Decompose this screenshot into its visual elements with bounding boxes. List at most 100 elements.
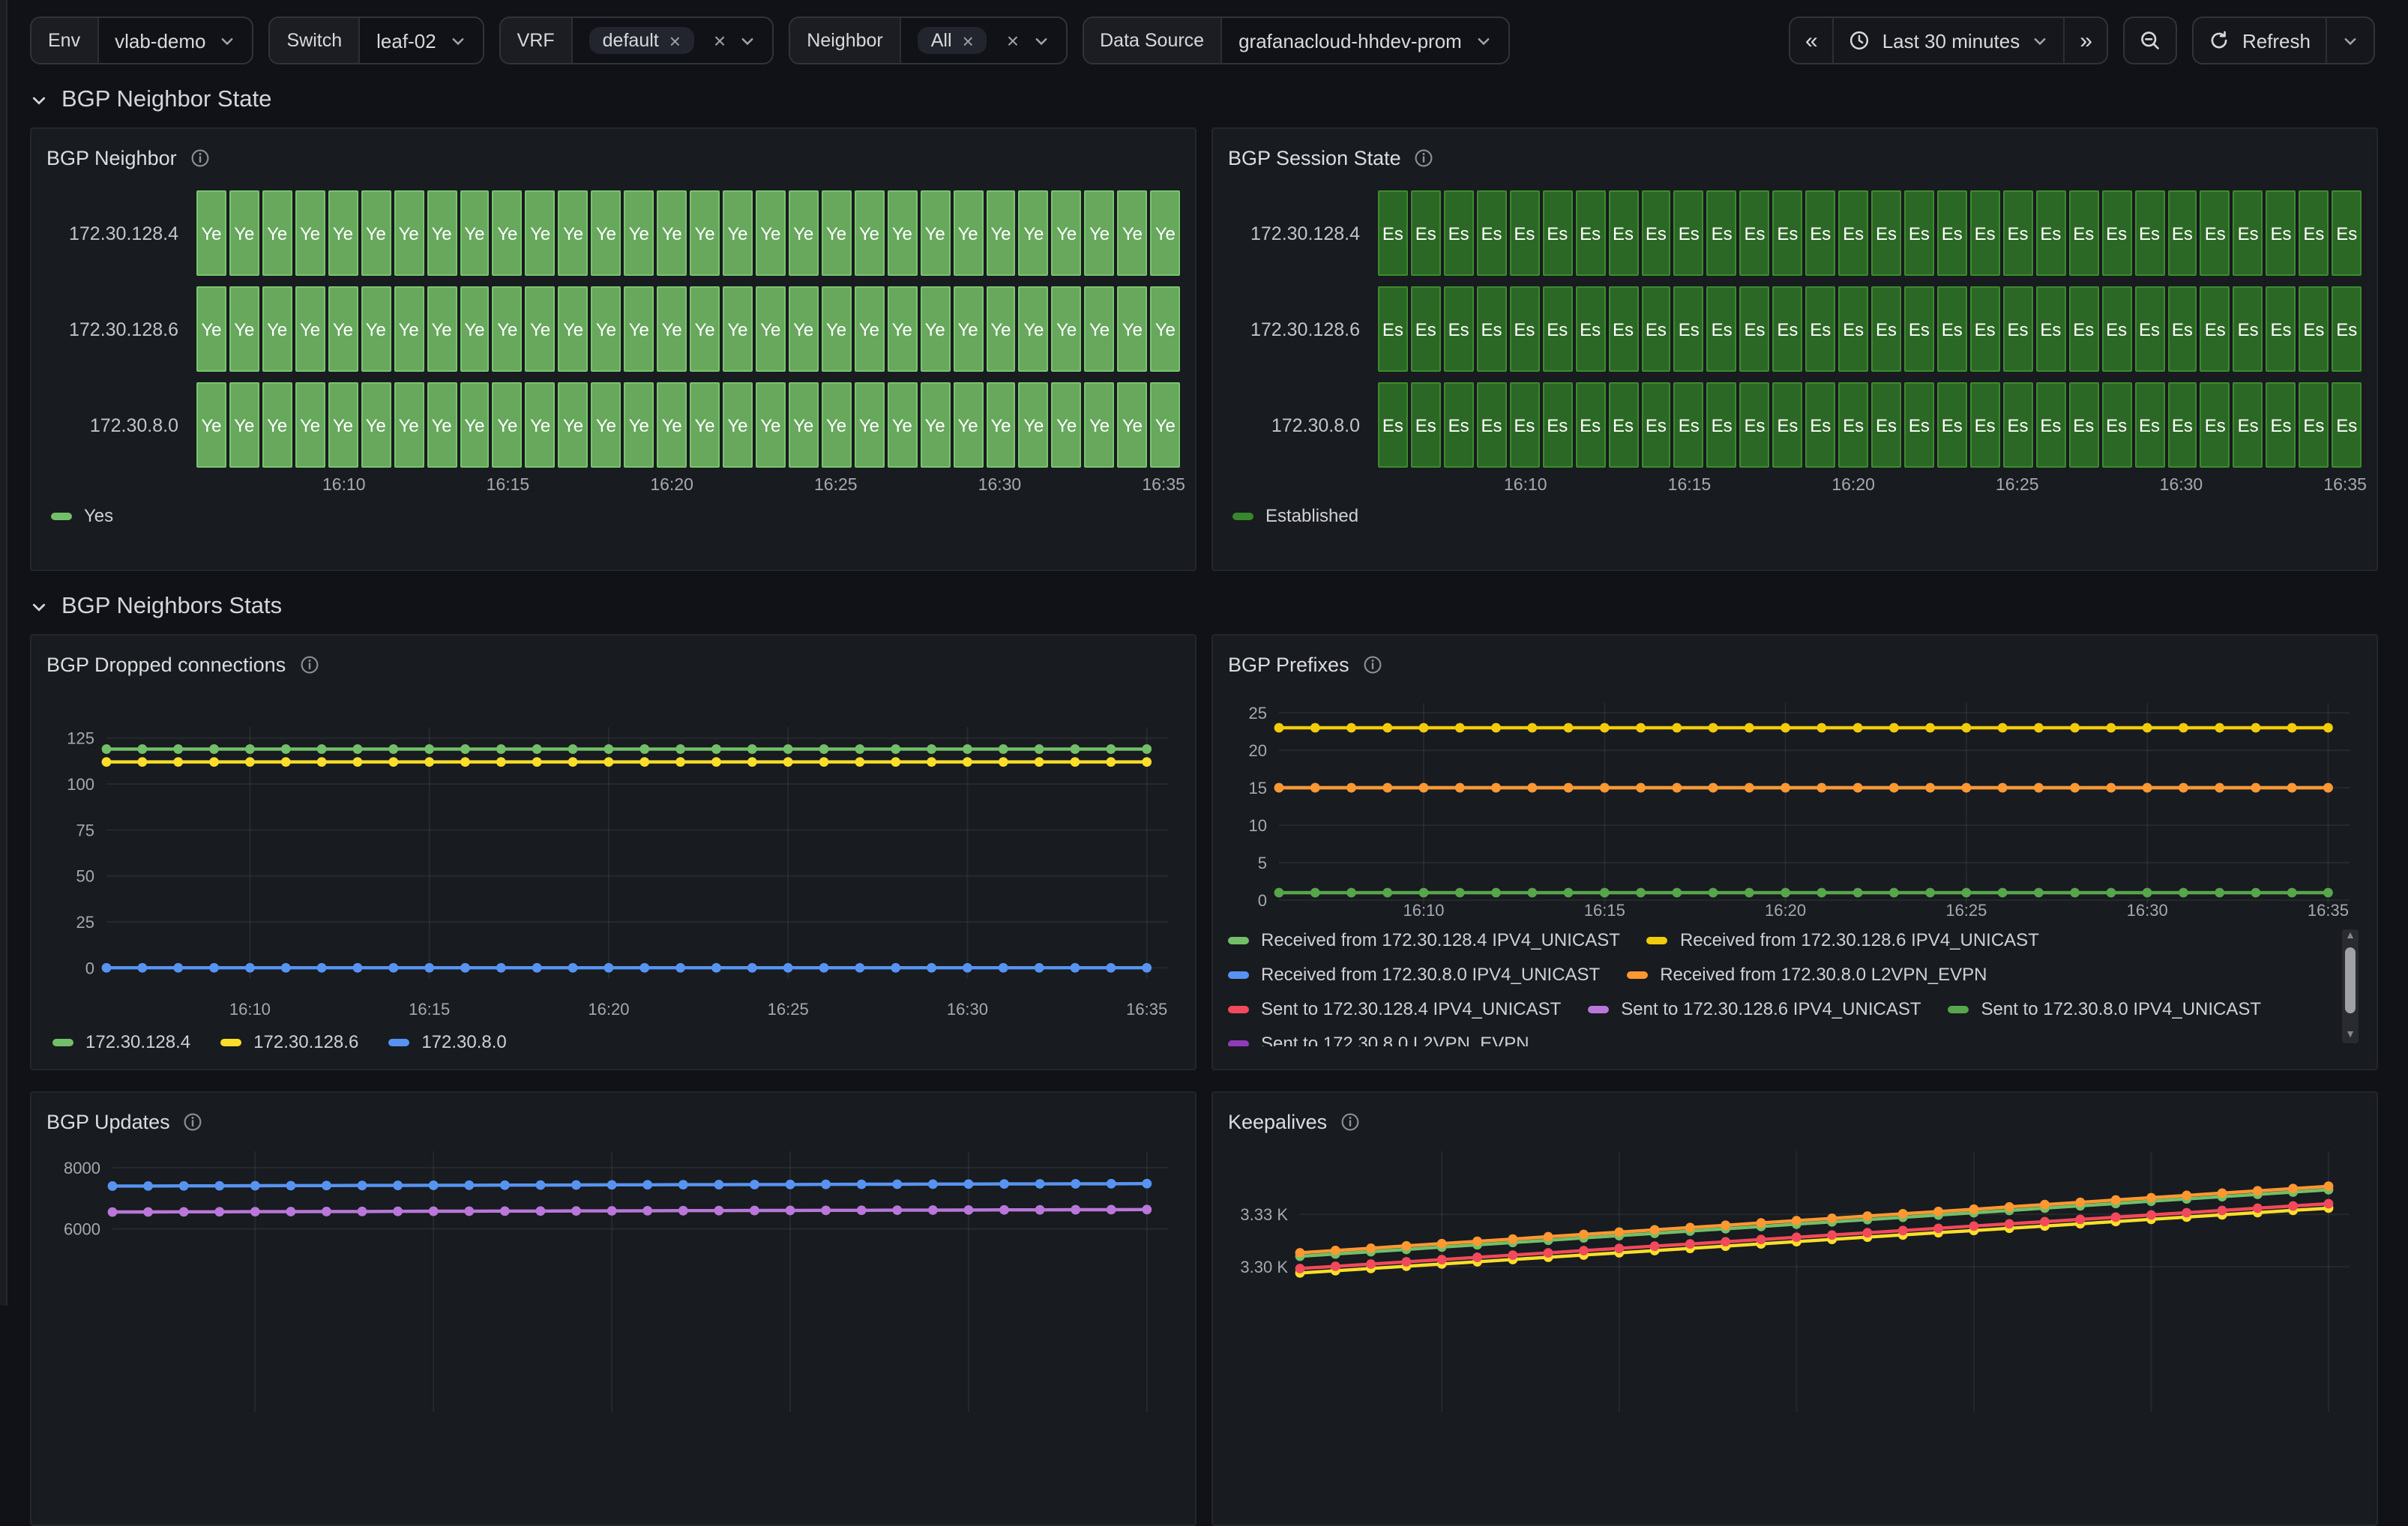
svg-text:10: 10	[1249, 816, 1267, 835]
time-zoom-out-button[interactable]	[2125, 18, 2176, 63]
state-cell: Ye	[493, 190, 523, 276]
state-cell: Ye	[460, 382, 490, 468]
panel-title[interactable]: BGP Neighbor	[46, 146, 177, 169]
state-cell: Es	[2299, 286, 2329, 372]
svg-text:16:20: 16:20	[1765, 901, 1806, 920]
timeline-cells: EsEsEsEsEsEsEsEsEsEsEsEsEsEsEsEsEsEsEsEs…	[1378, 382, 2362, 468]
remove-option-icon[interactable]: ×	[963, 31, 974, 50]
state-cell: Ye	[657, 190, 687, 276]
timeline-row: 172.30.8.0YeYeYeYeYeYeYeYeYeYeYeYeYeYeYe…	[46, 382, 1180, 468]
panel-header: BGP Updates	[46, 1103, 1180, 1139]
panel-title[interactable]: BGP Updates	[46, 1110, 170, 1133]
chart-svg: 80006000	[46, 1142, 1180, 1412]
timeline-row: 172.30.8.0EsEsEsEsEsEsEsEsEsEsEsEsEsEsEs…	[1228, 382, 2362, 468]
scroll-down-arrow[interactable]: ▼	[2342, 1030, 2359, 1042]
template-variables: Envvlab-demoSwitchleaf-02VRFdefault××Nei…	[30, 16, 1510, 64]
state-cell: Es	[1838, 286, 1868, 372]
state-cell: Es	[1542, 190, 1572, 276]
variable-label: Data Source	[1083, 18, 1222, 63]
section-bgp-neighbors-stats[interactable]: BGP Neighbors Stats	[30, 594, 2378, 621]
state-cell: Es	[1510, 382, 1540, 468]
refresh-button[interactable]: Refresh	[2194, 18, 2326, 63]
state-cell: Ye	[559, 286, 589, 372]
legend-item[interactable]: Sent to 172.30.128.4 IPV4_UNICAST	[1228, 998, 1561, 1019]
time-shift-back-button[interactable]: «	[1790, 18, 1833, 63]
state-cell: Ye	[723, 382, 753, 468]
legend-item[interactable]: Received from 172.30.8.0 IPV4_UNICAST	[1228, 964, 1600, 985]
remove-option-icon[interactable]: ×	[669, 31, 681, 50]
state-cell: Ye	[196, 286, 226, 372]
state-cell: Ye	[526, 190, 556, 276]
svg-text:25: 25	[1249, 704, 1267, 723]
state-cell: Ye	[624, 382, 654, 468]
svg-text:16:20: 16:20	[588, 1000, 629, 1019]
x-axis-tick: 16:20	[1831, 477, 1875, 495]
x-axis-tick: 16:25	[1996, 477, 2039, 495]
refresh-interval-dropdown[interactable]	[2326, 18, 2374, 63]
state-cell: Es	[1805, 190, 1835, 276]
section-bgp-neighbor-state[interactable]: BGP Neighbor State	[30, 87, 2378, 114]
legend-item[interactable]: Received from 172.30.8.0 L2VPN_EVPN	[1627, 964, 1987, 985]
time-range-button[interactable]: Last 30 minutes	[1833, 18, 2064, 63]
legend-item[interactable]: Sent to 172.30.8.0 L2VPN_EVPN	[1228, 1033, 1529, 1046]
info-icon[interactable]	[184, 1112, 203, 1131]
info-icon[interactable]	[190, 148, 210, 167]
state-cell: Ye	[986, 190, 1016, 276]
info-icon[interactable]	[299, 654, 319, 674]
time-range-label: Last 30 minutes	[1882, 29, 2020, 52]
panel-title[interactable]: Keepalives	[1228, 1110, 1327, 1133]
info-icon[interactable]	[1340, 1112, 1360, 1131]
time-shift-forward-button[interactable]: »	[2063, 18, 2107, 63]
scroll-up-arrow[interactable]: ▲	[2342, 931, 2359, 943]
variable-value-switch[interactable]: leaf-02	[360, 18, 483, 63]
state-cell: Ye	[493, 382, 523, 468]
legend: Established	[1228, 505, 2362, 526]
panel-title[interactable]: BGP Prefixes	[1228, 653, 1349, 675]
state-cell: Es	[1641, 190, 1671, 276]
legend-item[interactable]: Yes	[51, 505, 113, 526]
legend-item[interactable]: Received from 172.30.128.4 IPV4_UNICAST	[1228, 929, 1620, 950]
state-cell: Es	[2134, 382, 2164, 468]
state-cell: Es	[1510, 286, 1540, 372]
panel-bgp-dropped-connections: BGP Dropped connections 025507510012516:…	[30, 634, 1197, 1070]
magnifier-minus-icon	[2140, 30, 2161, 51]
state-cell: Es	[1477, 190, 1507, 276]
chevron-down-icon	[30, 91, 48, 109]
panel-row-3: BGP Updates 80006000 Keepalives 3.33 K3.…	[30, 1091, 2378, 1526]
state-cell: Es	[1411, 382, 1441, 468]
state-cell: Es	[1510, 190, 1540, 276]
legend-item[interactable]: 172.30.128.4	[52, 1031, 190, 1052]
panel-title[interactable]: BGP Dropped connections	[46, 653, 286, 675]
chart-svg: 3.33 K3.30 K	[1228, 1142, 2362, 1412]
legend-scrollbar[interactable]: ▲▼	[2342, 929, 2359, 1043]
state-cell: Ye	[394, 382, 424, 468]
panel-title[interactable]: BGP Session State	[1228, 146, 1401, 169]
state-cell: Ye	[592, 382, 621, 468]
chevron-down-icon	[1475, 32, 1492, 49]
variable-value-neighbor[interactable]: All××	[901, 18, 1065, 63]
legend-item[interactable]: 172.30.8.0	[388, 1031, 506, 1052]
clear-selection-icon[interactable]: ×	[1007, 30, 1019, 51]
svg-text:5: 5	[1258, 854, 1267, 872]
state-cell: Es	[2036, 382, 2066, 468]
clear-selection-icon[interactable]: ×	[714, 30, 726, 51]
variable-value-env[interactable]: vlab-demo	[98, 18, 252, 63]
legend-item[interactable]: Sent to 172.30.128.6 IPV4_UNICAST	[1588, 998, 1921, 1019]
state-cell: Ye	[328, 190, 358, 276]
legend-item[interactable]: 172.30.128.6	[220, 1031, 358, 1052]
state-cell: Ye	[1052, 286, 1082, 372]
info-icon[interactable]	[1363, 654, 1382, 674]
variable-value-data-source[interactable]: grafanacloud-hhdev-prom	[1222, 18, 1508, 63]
scrollbar-thumb[interactable]	[2345, 947, 2356, 1013]
legend-item[interactable]: Established	[1232, 505, 1358, 526]
state-cell: Es	[1378, 286, 1408, 372]
legend-item[interactable]: Received from 172.30.128.6 IPV4_UNICAST	[1647, 929, 2039, 950]
state-cell: Es	[1773, 382, 1803, 468]
variable-value-vrf[interactable]: default××	[573, 18, 773, 63]
left-edge-strip	[0, 0, 7, 1306]
state-cell: Ye	[953, 286, 983, 372]
state-cell: Es	[2332, 382, 2362, 468]
legend-item[interactable]: Sent to 172.30.8.0 IPV4_UNICAST	[1948, 998, 2262, 1019]
state-cell: Es	[1575, 382, 1605, 468]
info-icon[interactable]	[1415, 148, 1434, 167]
